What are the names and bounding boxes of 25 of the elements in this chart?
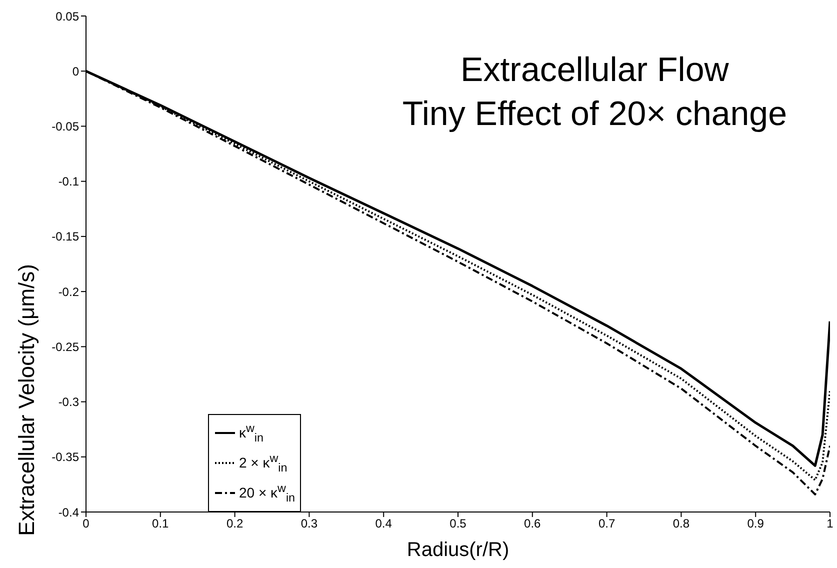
x-tick-label: 0.5 (450, 516, 467, 531)
y-tick-label: -0.25 (52, 340, 80, 354)
x-tick-label: 0.3 (300, 516, 318, 531)
y-tick-label: -0.2 (58, 284, 80, 299)
x-tick-label: 0.8 (672, 516, 690, 531)
x-axis-title: Radius(r/R) (406, 539, 510, 561)
x-tick-label: 0.1 (152, 516, 170, 531)
x-tick-label: 0.6 (524, 516, 542, 531)
y-tick-label: 0.05 (56, 9, 80, 24)
y-axis-title: Extracellular Velocity (μm/s) (14, 264, 39, 536)
y-tick-label: -0.05 (52, 119, 80, 134)
y-tick-label: -0.3 (58, 395, 80, 410)
y-tick-label: -0.4 (58, 505, 80, 520)
annotation: Extracellular Flow (460, 50, 730, 91)
y-tick-label: -0.1 (58, 174, 80, 189)
x-tick-label: 0.7 (598, 516, 616, 531)
x-tick-label: 1 (826, 516, 834, 531)
x-tick-label: 0.2 (226, 516, 244, 531)
x-tick-label: 0 (82, 516, 90, 531)
annotation: Tiny Effect of 20× change (402, 94, 787, 135)
x-tick-label: 0.9 (747, 516, 764, 531)
y-tick-label: 0 (72, 64, 80, 78)
x-tick-label: 0.4 (375, 516, 392, 531)
y-tick-label: -0.35 (52, 450, 80, 464)
y-tick-label: -0.15 (52, 230, 80, 244)
